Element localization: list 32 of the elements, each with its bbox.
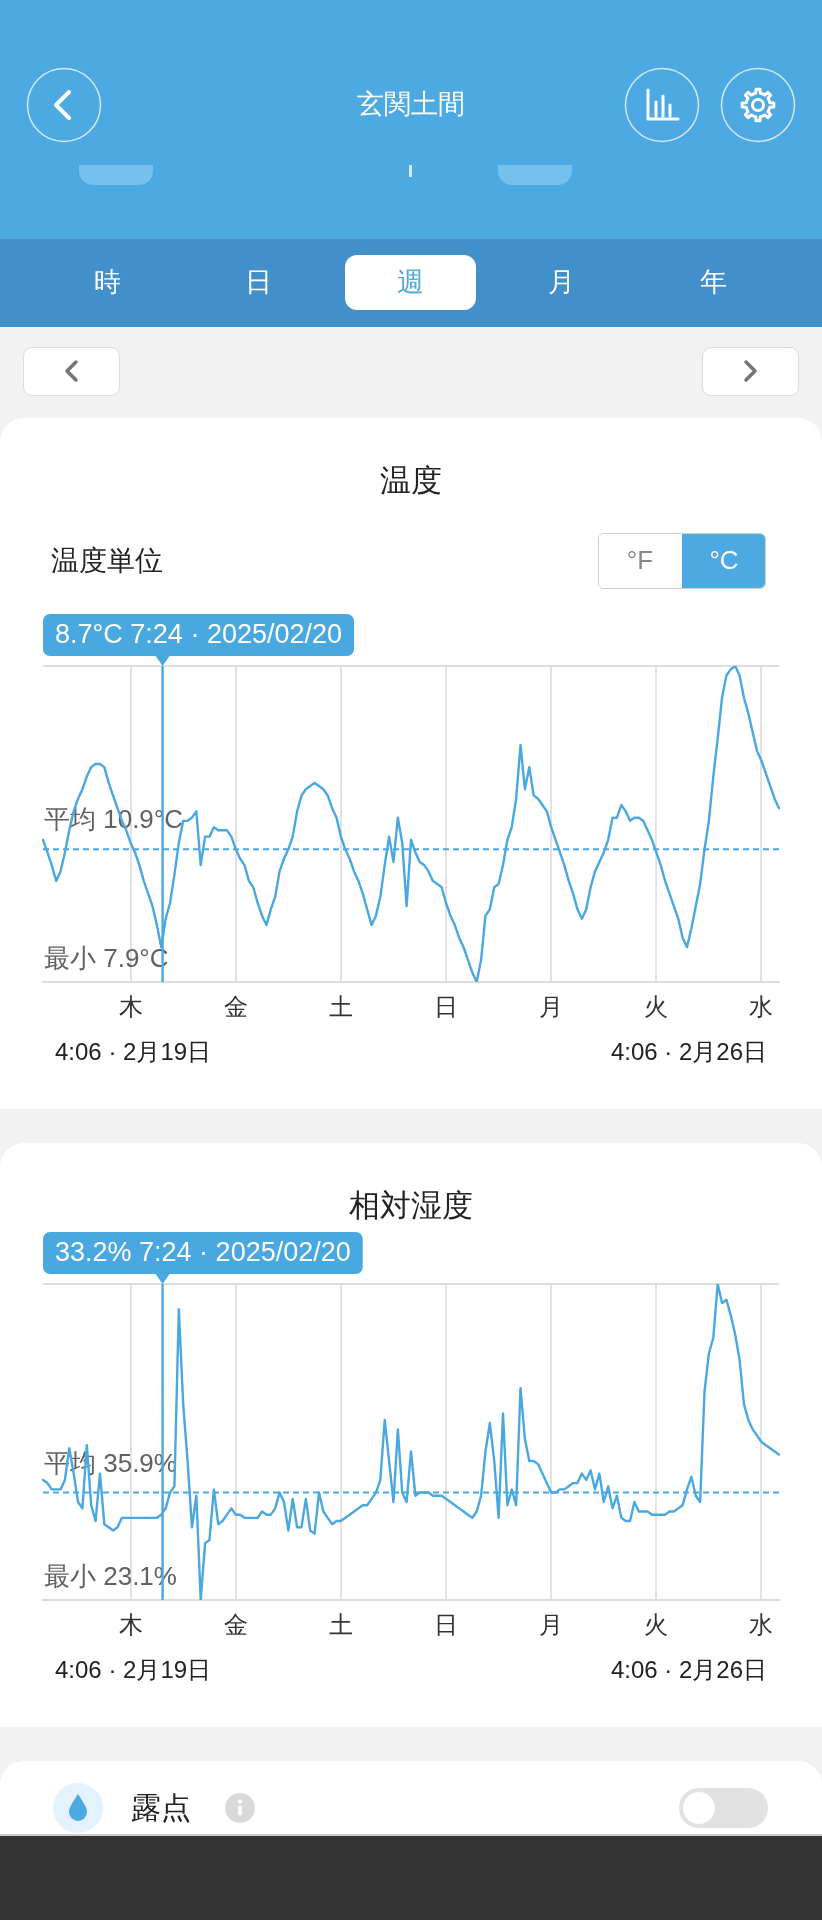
x-tick-label: 水 [749,993,774,1021]
text: 4:06 · 2月26日 [610,1656,767,1684]
text: 月 [548,267,575,299]
x-tick-label: 金 [223,993,248,1021]
text: 8.7°C 7:24 · 2025/02/20 [55,619,343,650]
text: 4:06 · 2月26日 [610,1038,767,1066]
x-tick-label: 日 [434,993,459,1021]
x-tick-label: 火 [644,1611,669,1639]
chart-title: 温度 [380,463,442,499]
text: 温度単位 [51,544,163,578]
x-tick-label: 火 [644,993,669,1021]
text: 露点 [131,1790,191,1826]
x-tick-label: 月 [539,993,564,1021]
text: 日 [245,267,272,299]
x-tick-label: 木 [118,1611,143,1639]
text: °F [626,545,654,576]
text: 時 [93,267,121,299]
x-tick-label: 水 [749,1611,774,1639]
text: 33.2% 7:24 · 2025/02/20 [55,1237,351,1268]
text: 週 [396,267,424,299]
text: 玄関土間 [357,89,465,121]
text: 年 [699,267,727,299]
text: 4:06 · 2月19日 [55,1038,212,1066]
x-tick-label: 木 [118,993,143,1021]
x-tick-label: 金 [223,1611,248,1639]
x-tick-label: 月 [539,1611,564,1639]
x-tick-label: 日 [434,1611,459,1639]
x-tick-label: 土 [328,1611,353,1639]
chart-title: 相対湿度 [349,1188,473,1224]
x-tick-label: 土 [328,993,353,1021]
text: 4:06 · 2月19日 [55,1656,212,1684]
text: °C [709,545,739,576]
